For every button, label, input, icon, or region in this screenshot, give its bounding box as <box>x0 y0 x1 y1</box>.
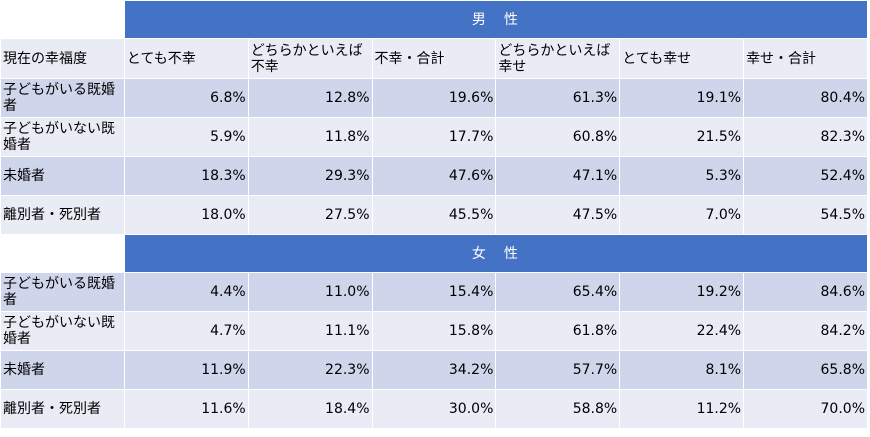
row-label: 子どもがいる既婚者 <box>0 78 125 118</box>
value-cell: 54.5% <box>743 195 868 235</box>
value-cell: 84.2% <box>743 311 868 351</box>
section-row: 男 性 <box>0 0 869 39</box>
value-cell: 47.5% <box>495 195 621 235</box>
value-cell: 18.0% <box>123 195 249 235</box>
data-row: 離別者・死別者 18.0% 27.5% 45.5% 47.5% 7.0% 54.5% <box>0 195 868 235</box>
value-cell: 7.0% <box>619 195 745 235</box>
row-label: 子どもがいる既婚者 <box>0 272 125 312</box>
section-title: 男 性 <box>123 0 869 39</box>
value-cell: 70.0% <box>743 389 868 429</box>
column-header: どちらかといえば不幸 <box>247 38 373 79</box>
data-row: 離別者・死別者 11.6% 18.4% 30.0% 58.8% 11.2% 70.0% <box>0 389 868 429</box>
value-cell: 65.4% <box>495 272 621 312</box>
value-cell: 18.4% <box>247 389 373 429</box>
value-cell: 11.8% <box>247 117 373 157</box>
value-cell: 11.1% <box>247 311 373 351</box>
value-cell: 11.2% <box>619 389 745 429</box>
value-cell: 5.9% <box>123 117 249 157</box>
data-row: 子どもがいる既婚者 4.4% 11.0% 15.4% 65.4% 19.2% 84.6% <box>0 272 868 312</box>
column-header: 現在の幸福度 <box>0 38 125 79</box>
value-cell: 52.4% <box>743 156 868 196</box>
value-cell: 18.3% <box>123 156 249 196</box>
value-cell: 61.8% <box>495 311 621 351</box>
row-label: 離別者・死別者 <box>0 195 125 235</box>
value-cell: 19.2% <box>619 272 745 312</box>
value-cell: 57.7% <box>495 350 621 390</box>
value-cell: 5.3% <box>619 156 745 196</box>
data-row: 子どもがいない既婚者 5.9% 11.8% 17.7% 60.8% 21.5% 82.3% <box>0 117 868 157</box>
value-cell: 60.8% <box>495 117 621 157</box>
value-cell: 11.9% <box>123 350 249 390</box>
value-cell: 19.1% <box>619 78 745 118</box>
value-cell: 84.6% <box>743 272 868 312</box>
value-cell: 22.3% <box>247 350 373 390</box>
column-header: 不幸・合計 <box>371 38 497 79</box>
value-cell: 58.8% <box>495 389 621 429</box>
value-cell: 80.4% <box>743 78 868 118</box>
data-row: 子どもがいる既婚者 6.8% 12.8% 19.6% 61.3% 19.1% 80.4% <box>0 78 868 118</box>
value-cell: 11.0% <box>247 272 373 312</box>
row-label: 子どもがいない既婚者 <box>0 311 125 351</box>
value-cell: 17.7% <box>371 117 497 157</box>
section-row: 女 性 <box>0 234 869 273</box>
data-row: 子どもがいない既婚者 4.7% 11.1% 15.8% 61.8% 22.4% 84.2% <box>0 311 868 351</box>
section-title: 女 性 <box>123 234 869 273</box>
data-row: 未婚者 18.3% 29.3% 47.6% 47.1% 5.3% 52.4% <box>0 156 868 196</box>
blank-cell <box>0 0 125 39</box>
column-header: とても不幸 <box>123 38 249 79</box>
value-cell: 8.1% <box>619 350 745 390</box>
value-cell: 82.3% <box>743 117 868 157</box>
row-label: 離別者・死別者 <box>0 389 125 429</box>
value-cell: 27.5% <box>247 195 373 235</box>
value-cell: 11.6% <box>123 389 249 429</box>
row-label: 未婚者 <box>0 156 125 196</box>
value-cell: 45.5% <box>371 195 497 235</box>
blank-cell <box>0 234 125 273</box>
value-cell: 21.5% <box>619 117 745 157</box>
column-header: とても幸せ <box>619 38 745 79</box>
value-cell: 4.7% <box>123 311 249 351</box>
value-cell: 29.3% <box>247 156 373 196</box>
value-cell: 47.6% <box>371 156 497 196</box>
value-cell: 15.8% <box>371 311 497 351</box>
value-cell: 65.8% <box>743 350 868 390</box>
value-cell: 12.8% <box>247 78 373 118</box>
value-cell: 15.4% <box>371 272 497 312</box>
value-cell: 61.3% <box>495 78 621 118</box>
value-cell: 19.6% <box>371 78 497 118</box>
row-label: 子どもがいない既婚者 <box>0 117 125 157</box>
value-cell: 30.0% <box>371 389 497 429</box>
value-cell: 47.1% <box>495 156 621 196</box>
value-cell: 22.4% <box>619 311 745 351</box>
value-cell: 4.4% <box>123 272 249 312</box>
data-row: 未婚者 11.9% 22.3% 34.2% 57.7% 8.1% 65.8% <box>0 350 868 390</box>
value-cell: 34.2% <box>371 350 497 390</box>
value-cell: 6.8% <box>123 78 249 118</box>
column-header: どちらかといえば幸せ <box>495 38 621 79</box>
row-label: 未婚者 <box>0 350 125 390</box>
column-header: 幸せ・合計 <box>743 38 868 79</box>
header-row: 現在の幸福度 とても不幸 どちらかといえば不幸 不幸・合計 どちらかといえば幸せ とても幸… <box>0 38 868 79</box>
